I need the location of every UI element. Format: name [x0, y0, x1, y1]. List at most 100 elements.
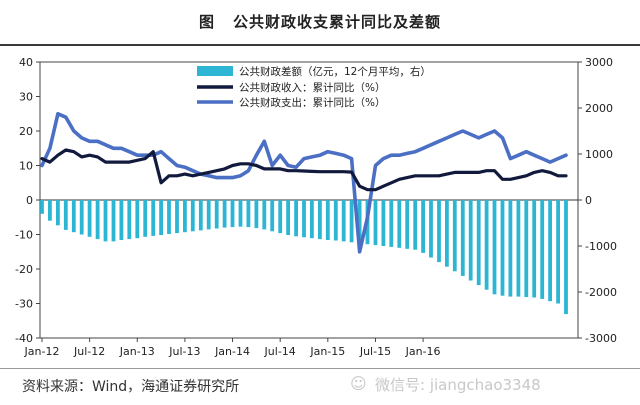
- deficit-bar: [254, 200, 259, 229]
- deficit-bar: [127, 200, 132, 240]
- deficit-bar: [325, 200, 330, 240]
- right-tick-label: 1000: [585, 148, 613, 161]
- deficit-bar: [175, 200, 179, 234]
- right-tick-label: 3000: [585, 56, 613, 69]
- deficit-bar: [564, 200, 568, 315]
- deficit-bar: [214, 200, 219, 229]
- deficit-bar: [238, 200, 243, 227]
- left-tick-label: 40: [19, 56, 33, 69]
- deficit-bar: [452, 200, 457, 272]
- deficit-bar: [468, 200, 473, 281]
- deficit-bar: [524, 200, 529, 298]
- right-tick-label: -1000: [585, 240, 617, 253]
- source-note: 资料来源：Wind，海通证券研究所: [22, 379, 240, 395]
- deficit-bar: [48, 200, 52, 221]
- left-tick-label: 0: [26, 194, 33, 207]
- deficit-bar: [460, 200, 465, 276]
- x-tick-label: Jan-14: [214, 345, 250, 358]
- deficit-bar: [516, 200, 521, 297]
- series-lines: [40, 112, 568, 254]
- deficit-bar: [357, 200, 362, 244]
- deficit-bar: [294, 200, 298, 237]
- deficit-bar: [246, 200, 251, 228]
- deficit-bar: [206, 200, 211, 230]
- deficit-bar: [230, 200, 235, 228]
- right-tick-label: 2000: [585, 102, 613, 115]
- deficit-bar: [413, 200, 418, 250]
- axes: 40 30 20 10 0 -10 -20 -30 -40 3000 2000 1000 0 -1000 -…: [15, 56, 617, 358]
- deficit-bar: [183, 200, 187, 233]
- wechat-icon: ☺: [350, 374, 367, 393]
- left-tick-label: -20: [15, 263, 33, 276]
- x-tick-label: Jan-15: [309, 345, 345, 358]
- x-tick-label: Jul-12: [73, 345, 105, 358]
- deficit-bar: [151, 200, 156, 236]
- deficit-bar: [508, 200, 513, 297]
- x-tick-label: Jan-13: [119, 345, 155, 358]
- deficit-bar: [445, 200, 449, 267]
- deficit-bar: [159, 200, 163, 235]
- legend-swatch-deficit: [197, 66, 233, 76]
- deficit-bar: [103, 200, 108, 242]
- deficit-bar: [429, 200, 433, 258]
- right-tick-label: 0: [585, 194, 592, 207]
- x-tick-label: Jan-12: [24, 345, 60, 358]
- figure-label: 图: [198, 13, 215, 31]
- deficit-bar: [421, 200, 425, 253]
- deficit-bar: [405, 200, 410, 249]
- left-tick-label: 20: [19, 125, 33, 138]
- deficit-bar: [389, 200, 394, 247]
- deficit-bar: [310, 200, 314, 239]
- deficit-bar: [111, 200, 116, 242]
- title-divider: [0, 44, 640, 46]
- left-tick-label: 30: [19, 91, 33, 104]
- left-tick-label: -30: [15, 298, 33, 311]
- legend-label: 公共财政差额（亿元，12个月平均，右）: [239, 65, 431, 78]
- footer-divider: [0, 368, 640, 369]
- right-tick-label: -2000: [585, 286, 617, 299]
- watermark: 微信号: jiangchao3348: [375, 376, 541, 394]
- deficit-bar: [222, 200, 227, 228]
- chart: 40 30 20 10 0 -10 -20 -30 -40 3000 2000 1000 0 -1000 -…: [15, 56, 617, 358]
- deficit-bar: [437, 200, 441, 263]
- deficit-bar: [270, 200, 275, 232]
- deficit-bar: [492, 200, 497, 295]
- deficit-bar: [397, 200, 402, 248]
- deficit-bar: [71, 200, 76, 233]
- legend: 公共财政差额（亿元，12个月平均，右） 公共财政收入：累计同比（%） 公共财政支出：…: [197, 65, 431, 109]
- deficit-bar: [500, 200, 505, 296]
- deficit-bar: [79, 200, 84, 235]
- deficit-bar: [484, 200, 489, 290]
- deficit-bar: [119, 200, 124, 240]
- deficit-bar: [381, 200, 386, 246]
- deficit-bar: [143, 200, 148, 237]
- revenue-line: [40, 148, 568, 192]
- deficit-bar: [95, 200, 100, 240]
- deficit-bar: [548, 200, 552, 302]
- deficit-bar: [198, 200, 203, 231]
- left-tick-label: 10: [19, 160, 33, 173]
- deficit-bar: [167, 200, 171, 234]
- deficit-bar: [190, 200, 195, 232]
- left-tick-label: -40: [15, 332, 33, 345]
- deficit-bar: [56, 200, 60, 226]
- x-tick-label: Jul-13: [168, 345, 200, 358]
- legend-label: 公共财政支出：累计同比（%）: [239, 96, 385, 109]
- x-tick-label: Jan-16: [405, 345, 441, 358]
- deficit-bar: [373, 200, 378, 246]
- deficit-bars: [40, 200, 568, 315]
- deficit-bar: [87, 200, 92, 237]
- deficit-bar: [349, 200, 354, 243]
- x-tick-label: Jul-15: [359, 345, 391, 358]
- deficit-bar: [318, 200, 322, 240]
- x-tick-label: Jul-14: [264, 345, 296, 358]
- deficit-bar: [286, 200, 290, 235]
- deficit-bar: [302, 200, 306, 238]
- deficit-bar: [333, 200, 338, 241]
- figure-title: 图公共财政收支累计同比及差额: [0, 0, 640, 44]
- deficit-bar: [556, 200, 560, 304]
- legend-label: 公共财政收入：累计同比（%）: [239, 81, 385, 94]
- deficit-bar: [278, 200, 283, 234]
- expenditure-line: [40, 112, 568, 254]
- left-tick-label: -10: [15, 229, 33, 242]
